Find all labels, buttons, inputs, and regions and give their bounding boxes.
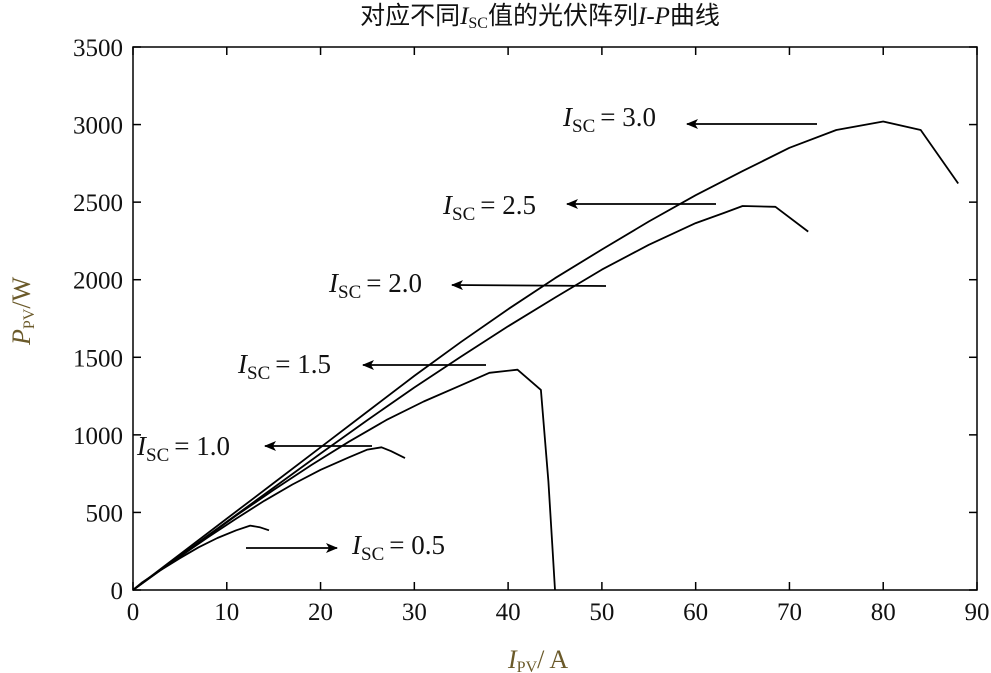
y-axis-label: PPV/W (7, 276, 38, 346)
annotation-isc-2-0-text: ISC = 2.0 (328, 268, 422, 303)
annotation-isc-1-0: ISC = 1.0 (136, 431, 372, 466)
annotation-isc-2-0-arrow (451, 280, 607, 291)
annotation-isc-3-0: ISC = 3.0 (562, 102, 817, 137)
chart-title: 对应不同ISC值的光伏阵列I-P曲线 (360, 2, 720, 32)
annotation-isc-0-5: ISC = 0.5 (246, 530, 445, 565)
x-tick-label: 30 (402, 599, 427, 626)
y-tick-label: 1500 (73, 345, 123, 372)
x-tick-label: 90 (965, 599, 990, 626)
series-line-isc-1-5 (132, 368, 556, 591)
annotation-isc-1-5-text: ISC = 1.5 (237, 349, 331, 384)
y-tick-label: 3000 (73, 113, 123, 140)
y-tick-label: 2500 (73, 190, 123, 217)
annotation-isc-2-0: ISC = 2.0 (328, 268, 607, 303)
x-axis-label: IPV/ A (507, 645, 568, 673)
axis-ticks: 0 10 20 30 40 50 60 70 80 90 0 500 1000 1500 2000 2500 3… (73, 35, 990, 626)
x-tick-label: 80 (871, 599, 896, 626)
annotation-isc-1-0-text: ISC = 1.0 (136, 431, 230, 466)
annotation-isc-2-5-text: ISC = 2.5 (442, 190, 536, 225)
annotation-isc-1-5: ISC = 1.5 (237, 349, 486, 384)
x-tick-label: 50 (589, 599, 614, 626)
annotation-isc-3-0-text: ISC = 3.0 (562, 102, 656, 137)
y-tick-label: 3500 (73, 35, 123, 62)
x-axis-label-text: IPV/ A (507, 645, 568, 673)
x-tick-label: 40 (496, 599, 521, 626)
series-lines (132, 120, 959, 591)
y-tick-label: 500 (86, 500, 124, 527)
annotation-isc-0-5-text: ISC = 0.5 (351, 530, 445, 565)
y-axis-label-text: PPV/W (7, 276, 38, 346)
x-tick-label: 70 (777, 599, 802, 626)
series-line-isc-2-0 (132, 205, 809, 591)
x-tick-label: 60 (683, 599, 708, 626)
y-tick-label: 1000 (73, 423, 123, 450)
plot-frame (132, 46, 978, 591)
annotation-isc-2-5: ISC = 2.5 (442, 190, 716, 225)
series-line-isc-0-5 (132, 524, 270, 591)
y-tick-label: 2000 (73, 268, 123, 295)
series-line-isc-2-5 (132, 120, 959, 591)
x-tick-label: 0 (127, 599, 140, 626)
series-line-isc-1-0 (132, 446, 406, 591)
y-tick-label: 0 (111, 578, 124, 605)
x-tick-label: 20 (308, 599, 333, 626)
x-tick-label: 10 (214, 599, 239, 626)
